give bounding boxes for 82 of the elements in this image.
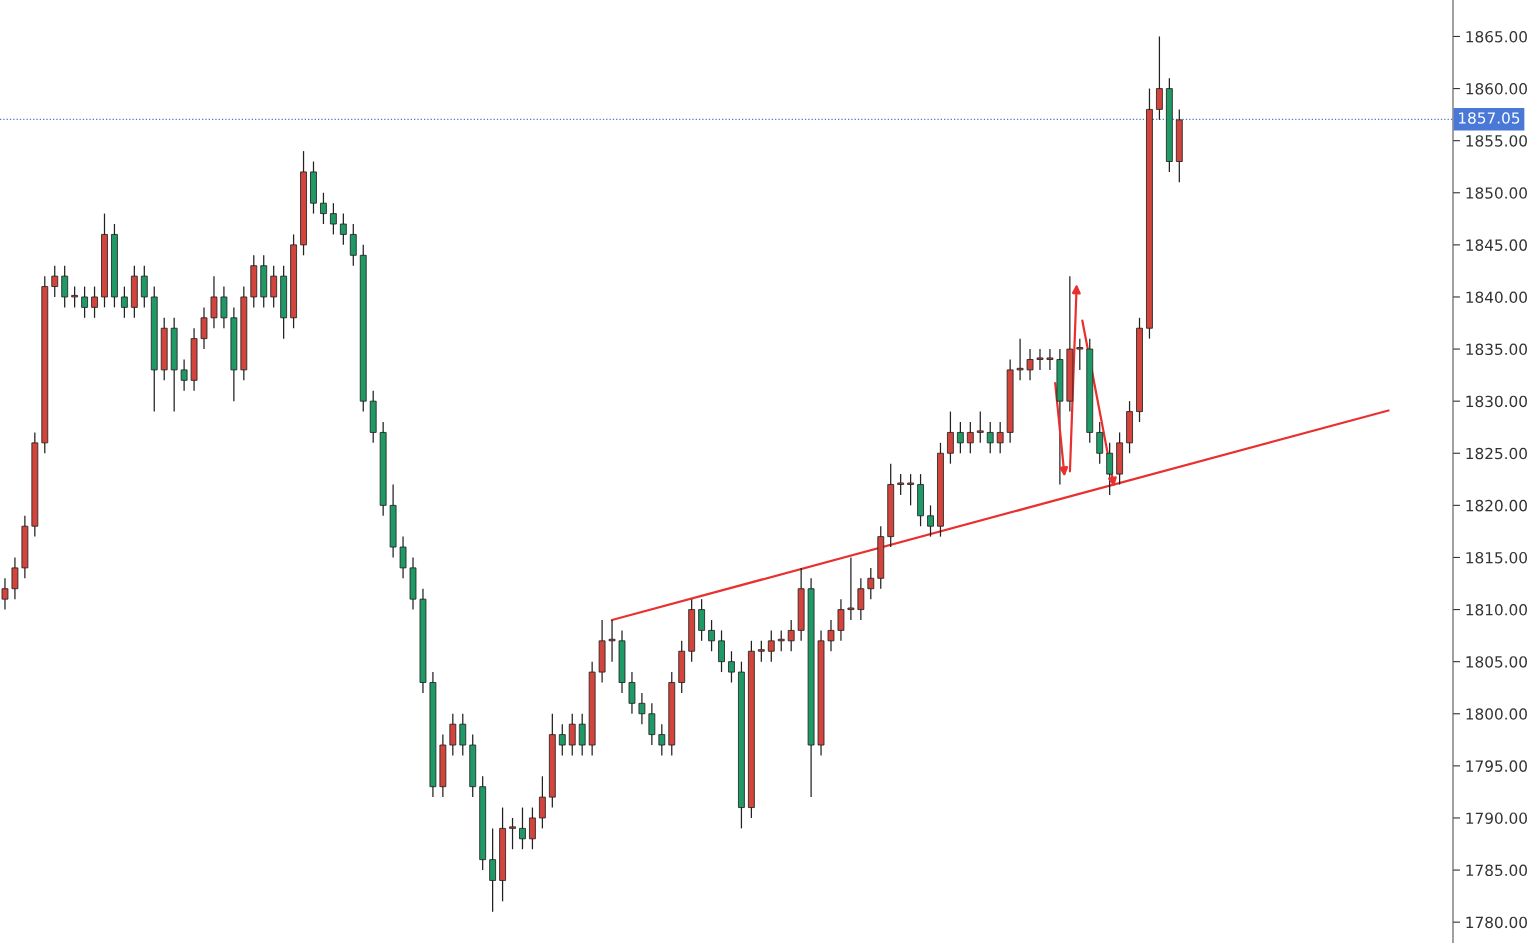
candlestick — [91, 285, 98, 319]
y-tick-label: 1840.00 — [1466, 291, 1527, 303]
y-tick-label: 1850.00 — [1466, 187, 1527, 199]
candlestick — [339, 212, 347, 246]
candlestick — [718, 629, 725, 673]
candlestick — [847, 556, 855, 621]
candlestick — [558, 723, 566, 757]
y-tick-label: 1825.00 — [1466, 447, 1527, 460]
y-tick-label: 1830.00 — [1466, 395, 1527, 408]
candlestick — [1106, 442, 1114, 496]
candlestick — [648, 702, 656, 746]
candlestick — [11, 556, 19, 600]
candlestick — [270, 265, 278, 309]
candlestick — [1036, 348, 1044, 371]
candlestick — [947, 410, 954, 465]
y-tick-label: 1865.00 — [1466, 30, 1527, 43]
candlestick — [857, 577, 865, 621]
candlestick — [578, 713, 586, 757]
candlestick — [349, 223, 357, 267]
candlestick — [708, 619, 715, 652]
candlestick — [140, 265, 148, 309]
candlestick — [449, 713, 457, 757]
candlestick — [1096, 421, 1104, 465]
candlestick — [538, 775, 546, 830]
y-tick-label: 1810.00 — [1466, 604, 1527, 616]
candlestick — [121, 285, 128, 319]
candlestick — [698, 598, 706, 642]
candlestick — [459, 713, 467, 757]
candlestick — [907, 473, 915, 506]
candlestick — [1016, 338, 1024, 381]
candlestick — [509, 817, 516, 850]
candlestick — [51, 265, 59, 298]
y-tick-label: 1860.00 — [1466, 83, 1527, 95]
candlestick — [489, 827, 497, 913]
y-tick-label: 1805.00 — [1466, 656, 1527, 668]
y-tick-label: 1815.00 — [1466, 551, 1527, 564]
candlestick — [956, 421, 964, 454]
candlestick — [1076, 338, 1084, 371]
candlestick — [180, 358, 188, 392]
candlestick — [399, 535, 407, 579]
candlestick — [1046, 348, 1054, 371]
candlestick — [897, 473, 905, 496]
candlestick — [320, 192, 327, 225]
y-tick-label: 1845.00 — [1466, 239, 1527, 251]
y-tick-label: 1785.00 — [1466, 864, 1527, 877]
candlestick — [966, 421, 974, 454]
candlestick — [210, 275, 218, 329]
y-tick-label: 1820.00 — [1466, 499, 1527, 512]
candlestick — [976, 410, 984, 444]
y-tick-label: 1835.00 — [1466, 343, 1527, 356]
candlestick — [827, 619, 835, 652]
candlestick — [757, 640, 765, 663]
y-tick-label: 1780.00 — [1466, 916, 1527, 929]
candlestick — [996, 421, 1004, 454]
candlestick — [200, 306, 208, 350]
candlestick — [728, 650, 735, 684]
y-tick-label: 1790.00 — [1466, 812, 1527, 824]
candlestick — [658, 723, 666, 757]
y-tick-label: 1800.00 — [1466, 708, 1527, 720]
candlestick — [529, 806, 536, 850]
candlestick — [220, 285, 228, 329]
ref-line-label: 1857.05 — [1459, 112, 1520, 124]
candlestick — [1, 577, 9, 611]
candlestick — [1156, 35, 1163, 121]
candlestick — [628, 671, 636, 715]
candlestick — [927, 504, 934, 538]
candlestick — [638, 692, 646, 725]
candlestick — [61, 265, 69, 309]
candlestick — [519, 806, 526, 850]
candlestick — [837, 598, 845, 642]
candlestick — [329, 202, 337, 236]
candlestick — [568, 713, 576, 757]
candlestick — [986, 421, 994, 454]
candlestick — [867, 567, 875, 600]
candlestick — [767, 629, 775, 663]
candlestick — [81, 285, 88, 319]
y-tick-label: 1795.00 — [1466, 760, 1527, 772]
candlestick — [71, 285, 79, 309]
y-tick-label: 1855.00 — [1466, 135, 1527, 147]
candlestick — [787, 619, 795, 652]
candlestick — [608, 619, 616, 663]
candlestick — [1026, 348, 1034, 381]
